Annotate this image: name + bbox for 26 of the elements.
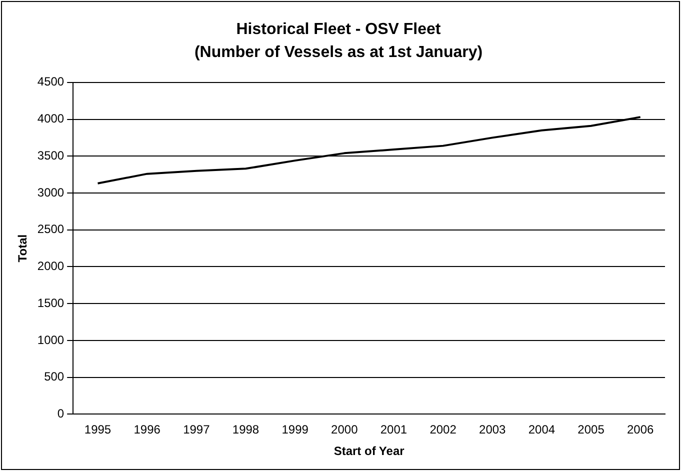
x-tick-label: 2003	[479, 422, 506, 437]
y-tick-label: 4000	[37, 112, 64, 126]
x-tick-label: 2002	[430, 422, 457, 437]
x-axis-title: Start of Year	[334, 444, 405, 458]
x-tick-label: 1997	[183, 422, 210, 437]
y-tick-label: 4500	[37, 74, 64, 89]
y-tick-label: 0	[57, 406, 64, 421]
y-tick-label: 1000	[37, 332, 64, 347]
y-tick-label: 2000	[37, 259, 64, 274]
chart-subtitle: (Number of Vessels as at 1st January)	[194, 44, 483, 62]
x-tick-label: 1995	[84, 422, 112, 437]
x-tick-label: 1996	[134, 422, 161, 437]
x-tick-label: 2004	[528, 422, 556, 437]
x-tick-label: 2005	[578, 422, 605, 437]
y-tick-label: 3000	[37, 185, 64, 200]
y-tick-label: 500	[44, 370, 64, 384]
y-tick-label: 1500	[37, 296, 64, 310]
chart-title: Historical Fleet - OSV Fleet	[236, 21, 442, 38]
x-tick-label: 1999	[282, 422, 309, 437]
x-tick-label: 2006	[626, 422, 654, 437]
y-axis-title: Total	[16, 234, 30, 262]
x-tick-label: 1998	[232, 422, 260, 437]
x-tick-label: 2001	[380, 422, 408, 437]
x-tick-label: 2000	[331, 422, 358, 437]
y-tick-label: 2500	[37, 222, 64, 236]
y-tick-label: 3500	[37, 148, 64, 162]
